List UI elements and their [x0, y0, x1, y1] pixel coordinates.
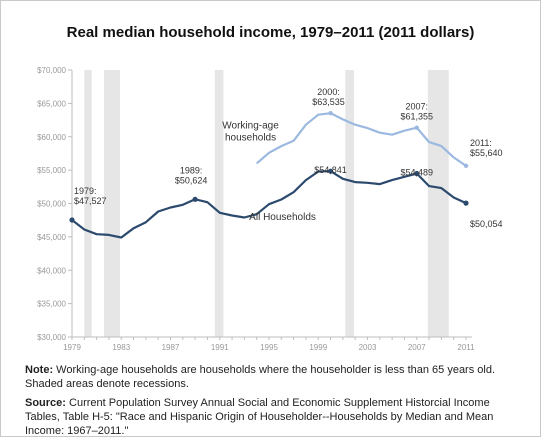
x-tick-label: 1983: [112, 343, 130, 352]
axes: $30,000 $35,000 $40,000 $45,000 $50,000 $55,0…: [37, 66, 475, 352]
chart-source: Source: Current Population Survey Annual…: [25, 396, 525, 438]
source-label: Source:: [25, 397, 66, 409]
series-label-working-age: households: [225, 133, 276, 144]
recession-bar: [214, 70, 224, 337]
x-tick-label: 1999: [309, 343, 327, 352]
recession-bar: [104, 70, 121, 337]
annotation-year: 2000:: [317, 87, 340, 97]
annotation-value: $54,841: [314, 165, 347, 175]
annotation-value: $54,489: [400, 168, 433, 178]
x-tick-label: 1995: [260, 343, 278, 352]
annotation-value: $55,640: [470, 148, 503, 158]
annotation-value: $61,355: [400, 112, 433, 122]
annotation-value: $50,054: [470, 219, 503, 229]
x-tick-label: 2007: [408, 343, 426, 352]
y-tick-label: $70,000: [37, 66, 66, 75]
x-tick-label: 1991: [211, 343, 229, 352]
annotation-year: 2011:: [470, 138, 492, 148]
x-tick-label: 1979: [63, 343, 81, 352]
income-line-chart: $30,000 $35,000 $40,000 $45,000 $50,000 $55,0…: [37, 66, 503, 352]
data-point-marker: [414, 170, 420, 177]
working-age-line: [255, 112, 467, 167]
series-label-working-age: Working-age: [222, 121, 279, 132]
recession-bar: [84, 70, 92, 337]
data-point-marker: [463, 163, 469, 169]
x-tick-label: 1987: [162, 343, 180, 352]
data-point-marker: [328, 110, 333, 116]
annotation-year: 1989:: [180, 165, 203, 175]
y-tick-label: $65,000: [37, 99, 66, 108]
recession-bar: [427, 70, 449, 337]
y-tick-label: $45,000: [37, 233, 66, 242]
note-text: Working-age households are households wh…: [25, 364, 496, 390]
annotation-value: $63,535: [312, 97, 345, 107]
annotation-value: $47,527: [74, 196, 107, 206]
data-annotations: 1979:$47,527 1989:$50,624 $54,841 $54,489 $5…: [74, 87, 503, 229]
annotation-year: 2007:: [405, 102, 428, 112]
data-point-marker: [69, 217, 75, 223]
annotation-value: $50,624: [175, 175, 208, 185]
y-tick-label: $30,000: [37, 333, 66, 342]
y-tick-label: $50,000: [37, 200, 66, 209]
recession-shading: [84, 70, 449, 337]
series-markers: [69, 110, 469, 223]
data-point-marker: [463, 200, 469, 206]
chart-title: Real median household income, 1979–2011 …: [66, 24, 475, 41]
recession-bar: [345, 70, 354, 337]
series-lines: [71, 112, 467, 239]
all-households-line: [71, 170, 467, 239]
annotation-year: 1979:: [74, 186, 97, 196]
y-tick-label: $35,000: [37, 300, 66, 309]
x-tick-label: 2011: [457, 343, 475, 352]
chart-note: Note: Working-age households are househo…: [25, 363, 525, 391]
data-point-marker: [414, 125, 419, 130]
y-tick-label: $55,000: [37, 166, 66, 175]
note-label: Note:: [25, 364, 54, 376]
y-tick-label: $40,000: [37, 266, 66, 275]
x-tick-label: 2003: [359, 343, 377, 352]
data-point-marker: [192, 196, 198, 202]
series-label-all-households: All Households: [249, 212, 316, 223]
source-text: Current Population Survey Annual Social …: [25, 397, 494, 437]
data-point-marker: [327, 168, 334, 174]
y-tick-label: $60,000: [37, 133, 66, 142]
